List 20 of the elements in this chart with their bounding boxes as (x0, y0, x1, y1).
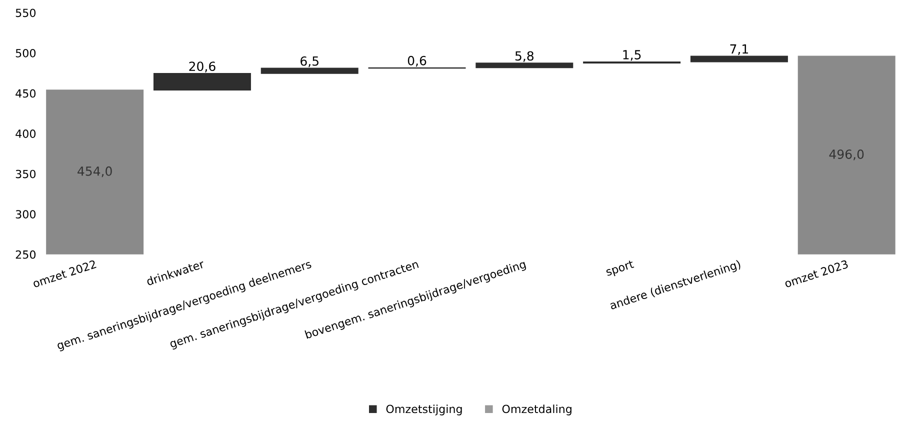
legend-label: Omzetdaling (502, 404, 572, 416)
y-tick-label: 500 (16, 48, 36, 58)
data-label: 496,0 (829, 149, 864, 160)
y-tick-label: 400 (16, 130, 36, 138)
y-tick-label: 350 (16, 170, 36, 178)
x-tick-label: omzet 2023 (784, 260, 848, 288)
data-label: 6,5 (300, 56, 318, 68)
y-tick-label: 550 (16, 8, 36, 18)
x-tick-label: omzet 2022 (32, 260, 96, 288)
legend-label: Omzetstijging (386, 404, 462, 416)
data-label: 7,1 (730, 44, 748, 55)
data-label: 454,0 (78, 166, 112, 178)
data-label: 0,6 (408, 56, 426, 67)
x-tick-label: sport (605, 260, 635, 278)
y-tick-label: 450 (16, 89, 36, 98)
data-label: 5,8 (515, 51, 534, 62)
data-label: 20,6 (189, 62, 216, 72)
y-tick-label: 300 (16, 210, 36, 218)
y-tick-label: 250 (16, 250, 36, 259)
data-label: 1,5 (623, 50, 641, 61)
